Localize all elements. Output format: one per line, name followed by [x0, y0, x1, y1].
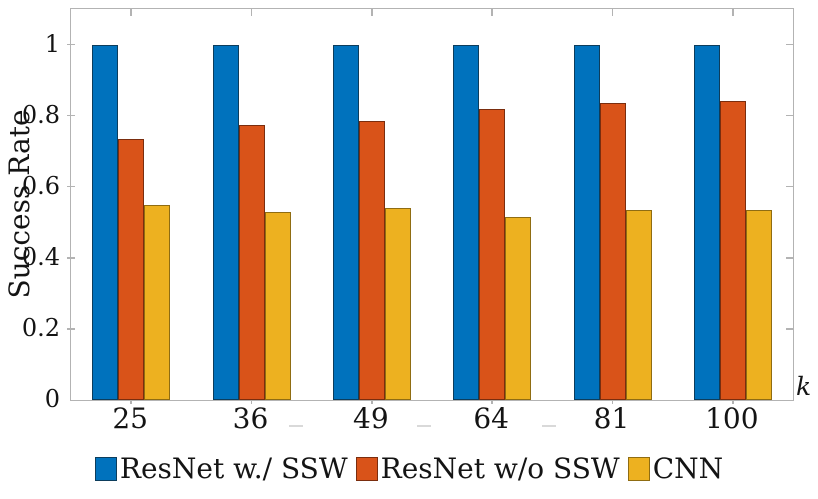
legend-label: ResNet w./ SSW [119, 452, 348, 485]
y-axis-tick [786, 186, 793, 188]
legend-item: ResNet w/o SSW [355, 452, 620, 485]
bar-resnet-w-ssw-49 [332, 44, 359, 400]
y-axis-tick [67, 328, 75, 330]
y-tick-label: 0 [44, 385, 60, 413]
x-axis-tick [611, 396, 614, 404]
x-axis-tick [732, 396, 734, 404]
bar-cnn-64 [505, 216, 532, 400]
legend-item: CNN [627, 452, 724, 485]
x-axis-tick [130, 9, 132, 16]
plot-area [67, 8, 794, 404]
legend: ResNet w./ SSW ResNet w/o SSW CNN [0, 453, 818, 485]
x-axis-tick [371, 396, 373, 404]
x-axis-tick [611, 9, 614, 16]
bar-resnet-w-o-ssw-100 [719, 101, 746, 400]
legend-swatch-resnet-w-ssw [94, 457, 117, 481]
bar-cnn-49 [384, 208, 411, 400]
bar-resnet-w-ssw-25 [92, 44, 119, 400]
bar-cnn-81 [625, 209, 652, 400]
legend-swatch-resnet-w-o-ssw [355, 457, 378, 481]
x-tick-label: 25 [112, 402, 148, 435]
x-tick-label: 81 [593, 402, 630, 435]
minor-dash [289, 425, 303, 427]
bar-resnet-w-o-ssw-25 [118, 138, 145, 400]
legend-swatch-cnn [627, 457, 650, 481]
y-tick-label: 0.6 [21, 171, 60, 200]
y-axis-tick [786, 257, 793, 259]
bar-resnet-w-ssw-81 [573, 44, 600, 400]
x-axis-tick [250, 396, 253, 404]
y-axis-tick [67, 257, 75, 259]
legend-item: ResNet w./ SSW [94, 452, 348, 485]
x-axis-tick [732, 9, 734, 16]
minor-dash [417, 425, 431, 427]
y-tick-label: 0.4 [21, 242, 60, 271]
x-axis-tick [250, 9, 253, 16]
y-axis-tick [67, 43, 75, 46]
y-axis-tick [786, 43, 793, 46]
x-axis-tick [130, 396, 132, 404]
bar-cnn-25 [144, 204, 171, 400]
bar-resnet-w-ssw-64 [453, 44, 480, 400]
x-tick-label: 100 [705, 402, 759, 435]
legend-label: ResNet w/o SSW [380, 452, 620, 485]
bar-cnn-36 [264, 211, 291, 400]
y-axis-tick [67, 114, 75, 117]
bar-resnet-w-o-ssw-49 [358, 120, 385, 400]
legend-label: CNN [652, 452, 724, 485]
bar-resnet-w-ssw-100 [693, 44, 720, 400]
bar-resnet-w-ssw-36 [212, 44, 239, 400]
x-tick-label: 64 [473, 402, 509, 435]
bar-resnet-w-o-ssw-81 [599, 103, 626, 400]
x-axis-tick [491, 396, 493, 404]
minor-dash [542, 425, 556, 427]
y-tick-label: 1 [44, 29, 60, 58]
y-axis-title: Success Rate [3, 109, 36, 299]
y-tick-label: 0.8 [21, 100, 60, 129]
x-axis-tick [371, 9, 373, 16]
x-axis-title: k [796, 372, 812, 401]
y-axis-tick [786, 114, 793, 117]
x-tick-label: 49 [353, 402, 389, 435]
bar-cnn-100 [745, 209, 772, 400]
y-tick-label: 0.2 [21, 313, 60, 342]
x-tick-label: 36 [232, 402, 269, 435]
bar-resnet-w-o-ssw-36 [238, 124, 265, 400]
y-axis-tick [67, 186, 75, 188]
bar-resnet-w-o-ssw-64 [479, 108, 506, 400]
y-axis-tick [786, 328, 793, 330]
x-axis-tick [491, 9, 493, 16]
